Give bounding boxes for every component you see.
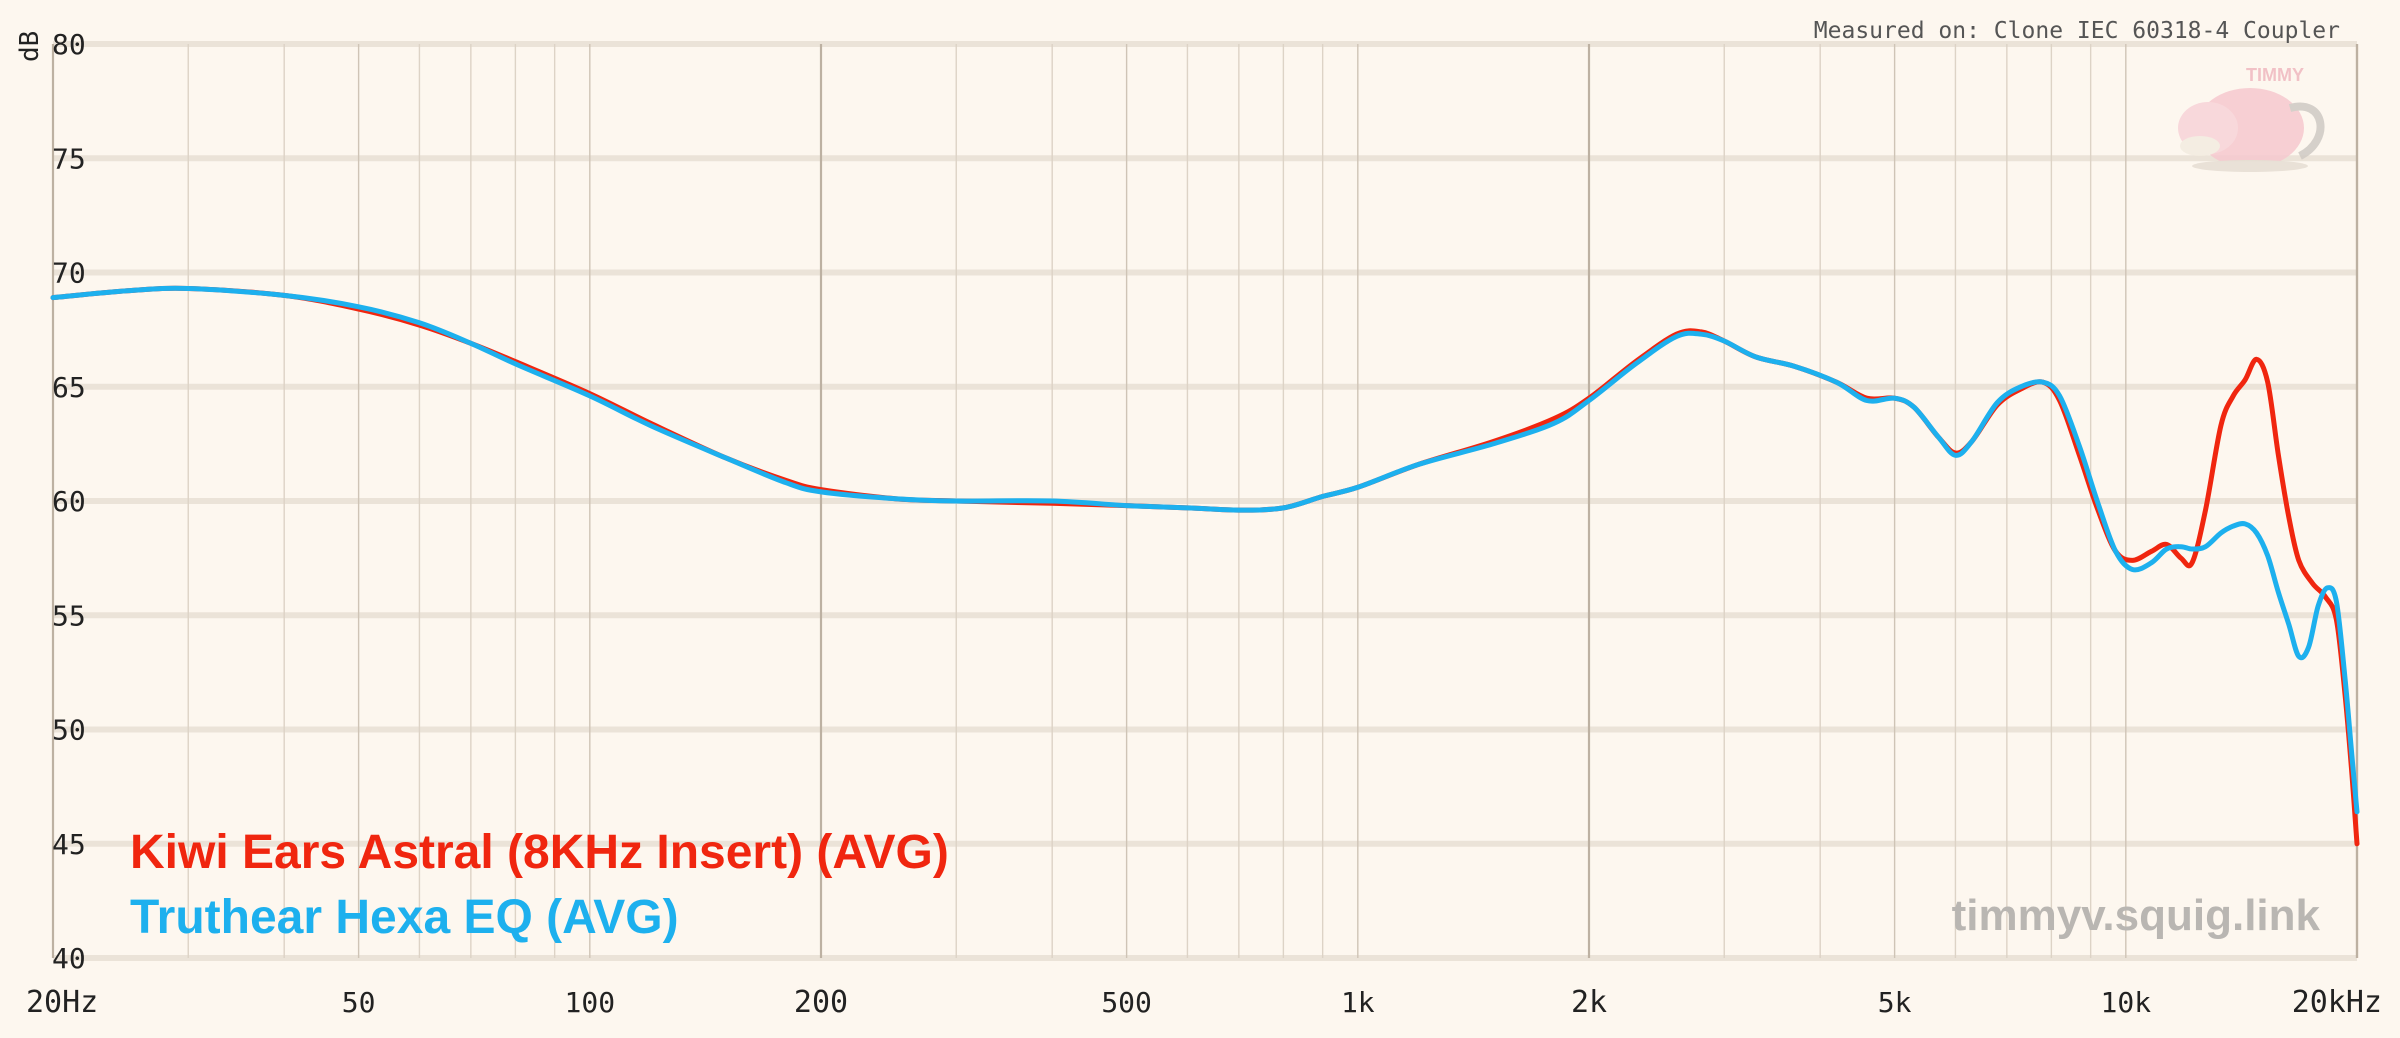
- measured-on-label: Measured on: Clone IEC 60318-4 Coupler: [1814, 18, 2340, 44]
- x-tick-label: 5k: [1878, 986, 1912, 1019]
- x-tick-label: 200: [794, 985, 848, 1020]
- x-tick-label: 1k: [1341, 986, 1375, 1019]
- y-tick-label: 65: [52, 371, 86, 404]
- y-tick-label: 75: [52, 142, 86, 175]
- y-tick-label: 45: [52, 828, 86, 861]
- mascot-logo: TIMMY: [2178, 65, 2325, 172]
- mascot-snout: [2180, 136, 2220, 156]
- x-tick-label: 2k: [1571, 985, 1607, 1020]
- legend-series-1: Kiwi Ears Astral (8KHz Insert) (AVG): [130, 826, 949, 879]
- axis-layer: 40 45 50 55 60 65 70 75 80 20Hz 50 100 200 500 1k 2k 5k 1…: [26, 28, 2382, 1020]
- mascot-tail: [2288, 102, 2325, 160]
- series-layer: [50, 285, 2360, 847]
- x-tick-label: 20kHz: [2292, 985, 2382, 1020]
- watermark: timmyv.squig.link: [1952, 891, 2321, 940]
- y-tick-label: 60: [52, 485, 86, 518]
- y-tick-label: 55: [52, 599, 86, 632]
- x-tick-label: 100: [565, 986, 616, 1019]
- x-tick-label: 500: [1101, 986, 1152, 1019]
- series-line-1: [50, 285, 2360, 847]
- series-line-2: [50, 285, 2360, 815]
- mascot-shadow: [2192, 160, 2308, 172]
- x-tick-label: 50: [342, 986, 376, 1019]
- y-tick-label: 50: [52, 714, 86, 747]
- y-axis-unit-label: dB: [15, 31, 45, 62]
- y-tick-label: 70: [52, 257, 86, 290]
- mascot-badge-text: TIMMY: [2246, 65, 2304, 85]
- x-tick-label: 20Hz: [26, 985, 98, 1020]
- y-tick-label: 40: [52, 942, 86, 975]
- y-tick-label: 80: [52, 28, 86, 61]
- x-tick-label: 10k: [2101, 986, 2152, 1019]
- legend-series-2: Truthear Hexa EQ (AVG): [130, 891, 679, 944]
- legend: Kiwi Ears Astral (8KHz Insert) (AVG) Tru…: [130, 826, 949, 944]
- grid-layer: [51, 41, 2359, 961]
